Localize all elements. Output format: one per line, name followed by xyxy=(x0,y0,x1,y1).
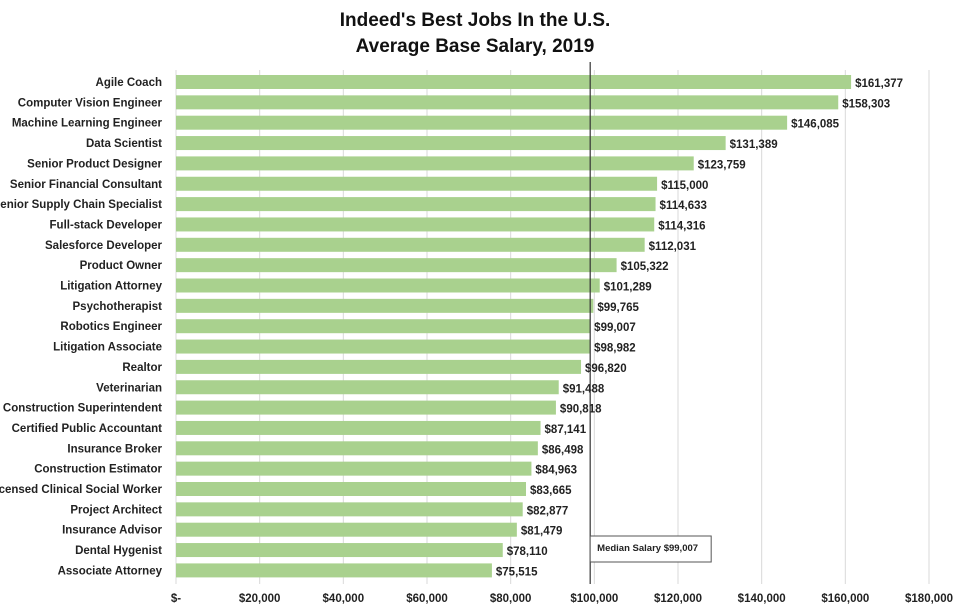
category-label: Agile Coach xyxy=(96,77,162,89)
bar xyxy=(176,420,541,435)
bar xyxy=(176,258,617,273)
value-label: $75,515 xyxy=(496,566,538,578)
category-label: Machine Learning Engineer xyxy=(12,118,163,130)
category-label: Project Architect xyxy=(70,504,162,516)
category-label: Senior Supply Chain Specialist xyxy=(0,199,162,211)
bar xyxy=(176,298,594,313)
value-label: $98,982 xyxy=(594,343,636,355)
bar xyxy=(176,95,839,110)
category-label: Data Scientist xyxy=(86,138,162,150)
x-tick-label: $60,000 xyxy=(406,593,448,605)
value-label: $90,818 xyxy=(560,404,602,416)
bar xyxy=(176,522,517,537)
value-label: $78,110 xyxy=(507,546,548,558)
value-label: $82,877 xyxy=(527,505,569,517)
category-label: Senior Product Designer xyxy=(27,158,162,170)
category-label: Product Owner xyxy=(80,260,163,272)
value-label: $114,316 xyxy=(658,220,705,232)
chart-title-line-1: Indeed's Best Jobs In the U.S. xyxy=(340,10,611,31)
x-tick-label: $40,000 xyxy=(323,593,365,605)
bar xyxy=(176,176,658,191)
median-group: Median Salary $99,007 xyxy=(589,62,712,584)
bar xyxy=(176,502,523,517)
value-label: $161,377 xyxy=(855,78,903,90)
value-label: $112,031 xyxy=(649,241,697,253)
bar xyxy=(176,339,591,354)
value-label: $87,141 xyxy=(545,424,587,436)
x-tick-label: $100,000 xyxy=(570,593,618,605)
bar xyxy=(176,278,600,293)
bar xyxy=(176,217,655,232)
category-label: Computer Vision Engineer xyxy=(18,97,163,109)
x-tick-label: $20,000 xyxy=(239,593,281,605)
bar xyxy=(176,563,492,578)
category-label: Licensed Clinical Social Worker xyxy=(0,484,163,496)
value-label: $123,759 xyxy=(698,159,746,171)
bar xyxy=(176,461,532,476)
bar xyxy=(176,380,559,395)
x-tick-label: $140,000 xyxy=(738,593,786,605)
category-label: Construction Estimator xyxy=(34,464,162,476)
value-label: $115,000 xyxy=(661,180,708,192)
category-label: Associate Attorney xyxy=(58,565,163,577)
bar xyxy=(176,197,656,212)
bar xyxy=(176,115,788,130)
bar xyxy=(176,441,538,456)
value-label: $114,633 xyxy=(660,200,707,212)
value-label: $86,498 xyxy=(542,444,584,456)
category-label: Insurance Advisor xyxy=(62,525,162,537)
bar xyxy=(176,400,556,415)
bars-group: Agile Coach $161,377 Computer Vision Engin… xyxy=(0,75,903,578)
value-label: $91,488 xyxy=(563,383,605,395)
x-tick-label: $160,000 xyxy=(821,593,869,605)
value-label: $158,303 xyxy=(842,98,890,110)
value-label: $99,007 xyxy=(594,322,636,334)
value-label: $105,322 xyxy=(621,261,669,273)
median-annotation-label: Median Salary $99,007 xyxy=(597,543,698,554)
category-label: Senior Financial Consultant xyxy=(10,179,162,191)
category-label: Construction Superintendent xyxy=(3,403,162,415)
bar xyxy=(176,75,852,89)
category-label: Dental Hygenist xyxy=(75,545,162,557)
x-tick-label: $120,000 xyxy=(654,593,702,605)
category-label: Robotics Engineer xyxy=(60,321,162,333)
chart-title-line-2: Average Base Salary, 2019 xyxy=(356,36,595,57)
value-label: $146,085 xyxy=(791,119,840,131)
category-label: Insurance Broker xyxy=(67,443,162,455)
x-tick-label: $180,000 xyxy=(905,593,953,605)
bar xyxy=(176,156,694,171)
x-tick-label: $- xyxy=(171,593,181,605)
x-axis: $- $20,000 $40,000 $60,000 $80,000 $100,000 $1… xyxy=(171,593,953,605)
category-label: Salesforce Developer xyxy=(45,240,163,252)
category-label: Litigation Associate xyxy=(53,342,162,354)
value-label: $83,665 xyxy=(530,485,572,497)
value-label: $99,765 xyxy=(597,302,639,314)
category-label: Psychotherapist xyxy=(73,301,163,313)
category-label: Certified Public Accountant xyxy=(12,423,163,435)
bar xyxy=(176,136,726,151)
value-label: $101,289 xyxy=(604,282,652,294)
bar xyxy=(176,359,582,374)
bar xyxy=(176,237,645,252)
category-label: Full-stack Developer xyxy=(50,219,163,231)
median-annotation-box xyxy=(589,535,712,563)
value-label: $131,389 xyxy=(730,139,778,151)
value-label: $96,820 xyxy=(585,363,627,375)
value-label: $81,479 xyxy=(521,526,563,538)
bar xyxy=(176,319,591,334)
category-label: Realtor xyxy=(122,362,162,374)
category-label: Veterinarian xyxy=(96,382,162,394)
bar xyxy=(176,482,526,496)
value-label: $84,963 xyxy=(535,465,577,477)
bar xyxy=(176,543,503,558)
category-label: Litigation Attorney xyxy=(60,281,162,293)
x-tick-label: $80,000 xyxy=(490,593,532,605)
